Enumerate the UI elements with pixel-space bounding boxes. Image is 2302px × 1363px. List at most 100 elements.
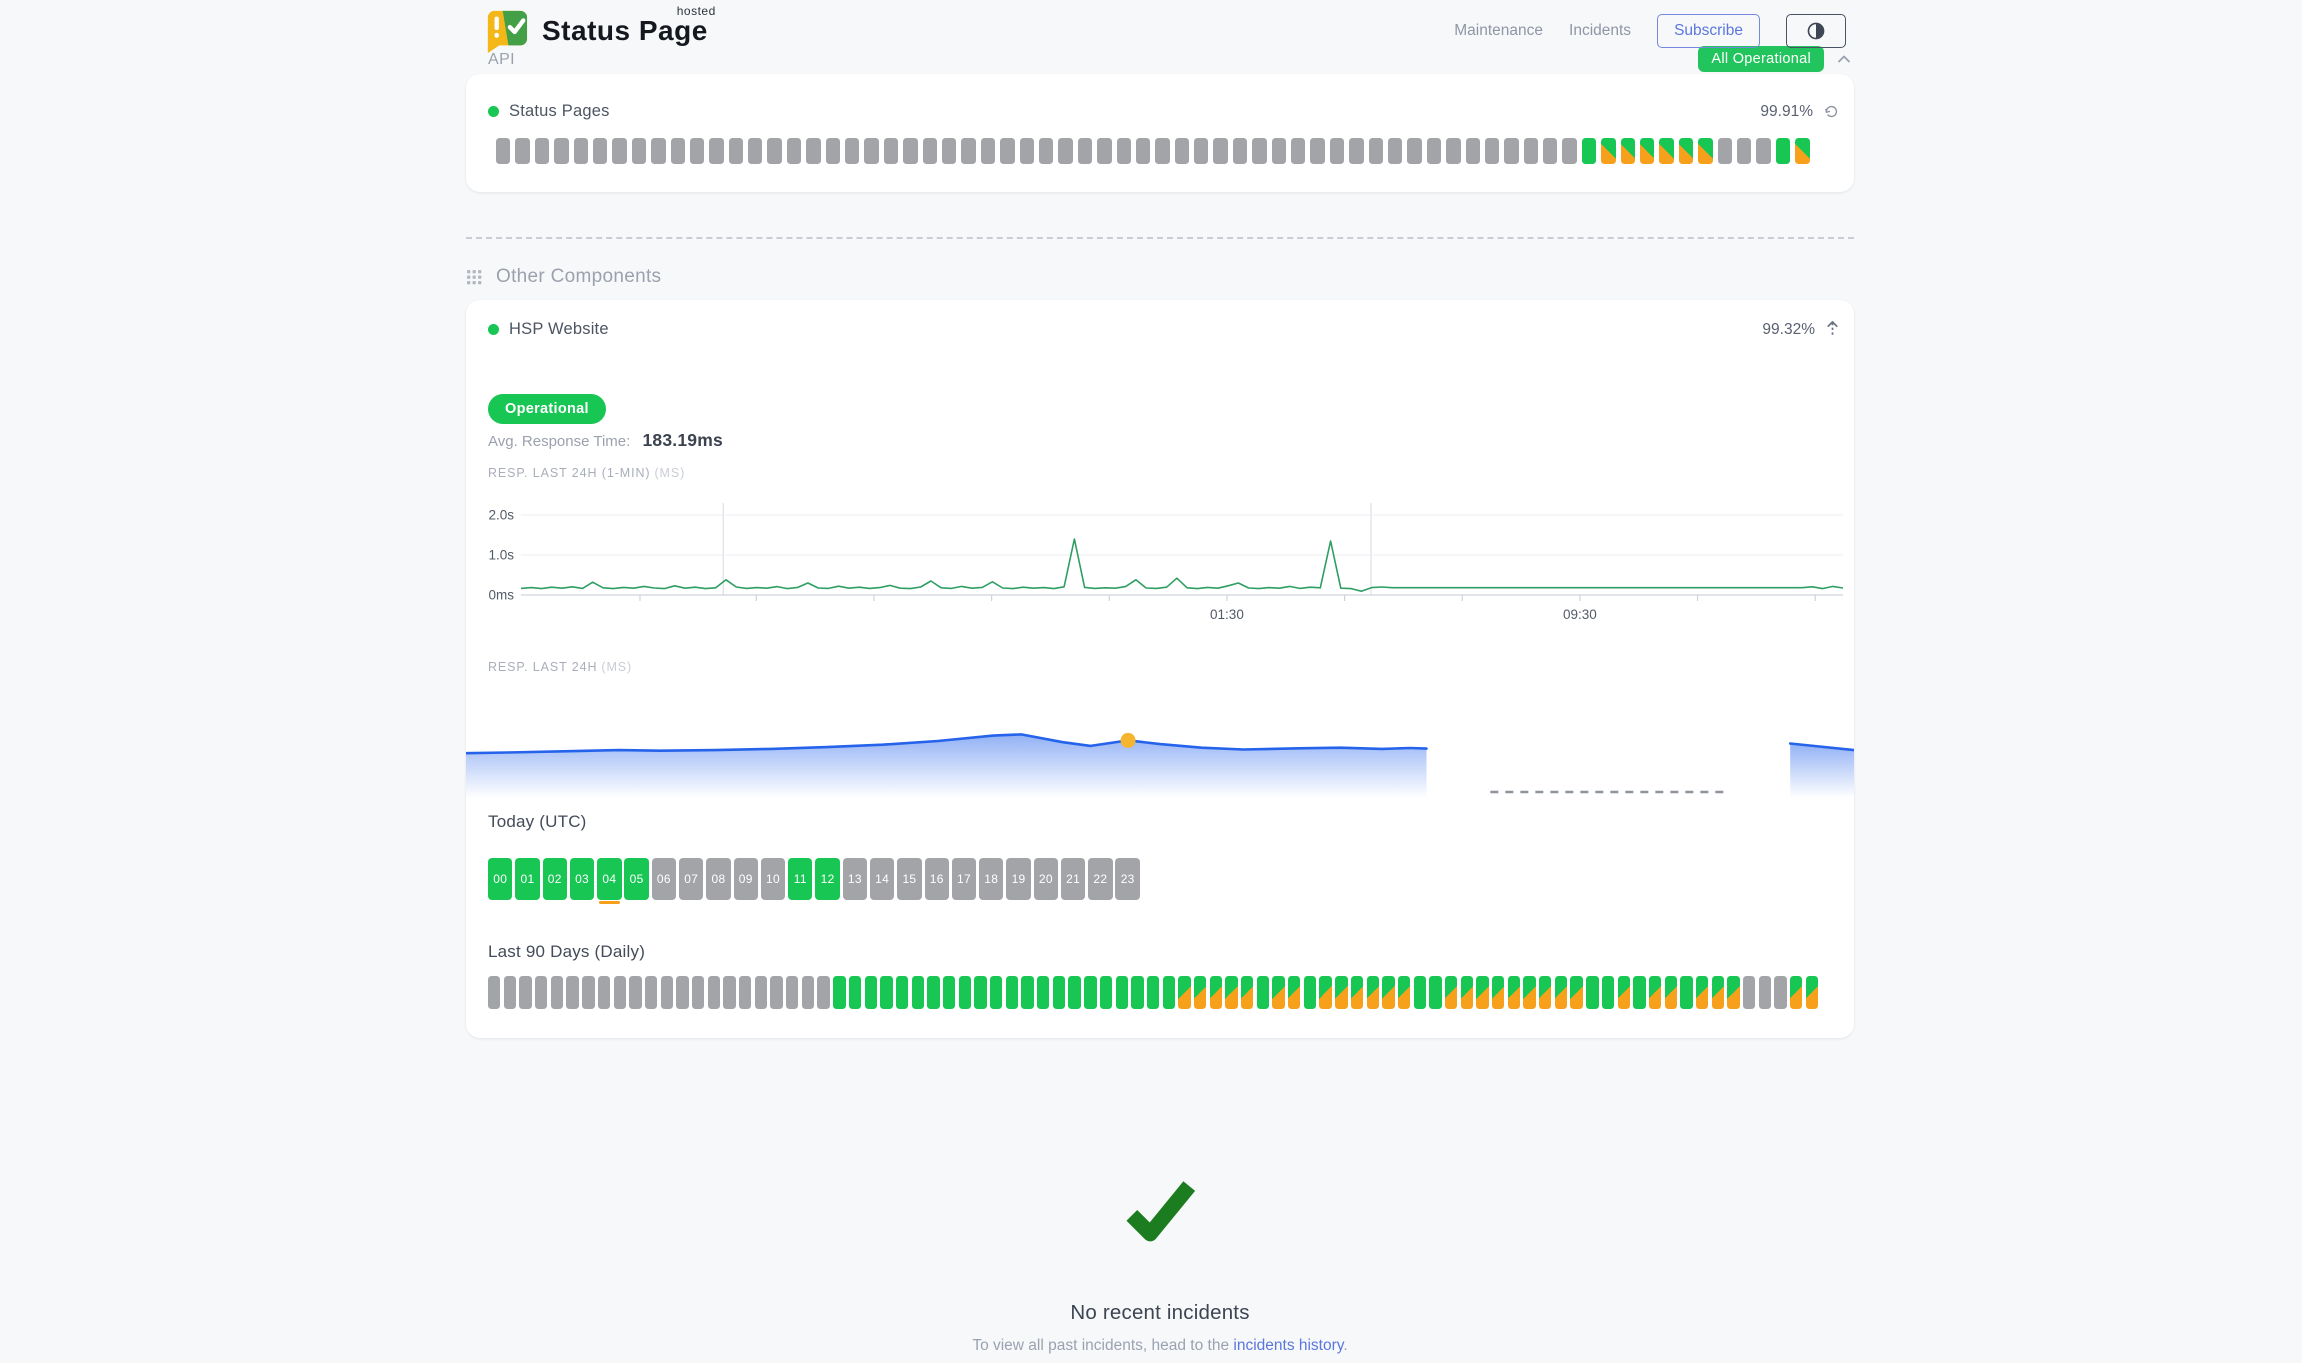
uptime-bar	[1019, 138, 1034, 164]
hour-block: 21	[1060, 858, 1086, 900]
uptime-strip-90-days	[488, 976, 1819, 1009]
uptime-bar	[1178, 976, 1191, 1009]
refresh-button[interactable]	[1823, 103, 1840, 120]
no-incidents-title: No recent incidents	[1070, 1301, 1250, 1324]
arrow-up-dashed-icon	[1827, 321, 1838, 338]
uptime-bar	[535, 976, 548, 1009]
avg-response-row: Avg. Response Time: 183.19ms	[488, 430, 723, 451]
uptime-bar	[728, 138, 744, 164]
uptime-bar	[554, 138, 569, 164]
collapse-section-button[interactable]	[1834, 49, 1854, 69]
nav-maintenance[interactable]: Maintenance	[1454, 22, 1544, 39]
response-time-line-chart: 2.0s 1.0s 0ms 01:30 09:30	[476, 503, 1843, 633]
uptime-bar	[1465, 138, 1480, 164]
api-section-title: API	[488, 51, 515, 68]
uptime-bar	[1698, 138, 1713, 164]
uptime-percentage: 99.32%	[1762, 320, 1815, 338]
scroll-top-button[interactable]	[1825, 320, 1840, 339]
uptime-bar	[1678, 138, 1694, 164]
uptime-bar	[990, 976, 1003, 1009]
uptime-bar	[1241, 976, 1254, 1009]
hour-block: 14	[869, 858, 895, 900]
uptime-bar	[1068, 976, 1081, 1009]
uptime-bar	[1484, 138, 1500, 164]
hour-block: 15	[897, 858, 922, 900]
uptime-bar	[1476, 976, 1489, 1009]
status-pages-card: Status Pages 99.91%	[466, 74, 1854, 192]
uptime-bar	[1131, 976, 1144, 1009]
uptime-bar	[1774, 976, 1787, 1009]
uptime-bar	[1329, 138, 1345, 164]
uptime-bar	[1155, 138, 1170, 164]
uptime-bar	[739, 976, 752, 1009]
uptime-bar	[1303, 976, 1317, 1009]
uptime-bar	[550, 976, 564, 1009]
uptime-bar	[1052, 976, 1066, 1009]
uptime-bar	[1507, 976, 1521, 1009]
uptime-bar	[903, 138, 918, 164]
uptime-bar	[1097, 138, 1112, 164]
uptime-bar	[1021, 976, 1034, 1009]
uptime-strip-status-pages	[496, 138, 1810, 164]
operational-status-badge: Operational	[488, 394, 606, 424]
overall-status-badge: All Operational	[1698, 46, 1824, 72]
uptime-bar	[1387, 138, 1403, 164]
uptime-bar	[1601, 138, 1616, 164]
chart2-label: RESP. LAST 24H (MS)	[488, 660, 633, 674]
uptime-bar	[1586, 976, 1599, 1009]
uptime-bar	[1695, 976, 1709, 1009]
theme-toggle-button[interactable]	[1786, 14, 1846, 48]
uptime-bar	[1429, 976, 1442, 1009]
uptime-bar	[1640, 138, 1655, 164]
uptime-bar	[817, 976, 830, 1009]
uptime-bar	[941, 138, 957, 164]
uptime-bar	[496, 138, 511, 164]
brand-logo[interactable]: Status Page hosted	[484, 4, 715, 54]
uptime-bar	[1038, 138, 1054, 164]
uptime-bar	[1193, 976, 1207, 1009]
hour-block: 18	[979, 858, 1004, 900]
refresh-icon	[1825, 105, 1838, 118]
uptime-bar	[767, 138, 782, 164]
uptime-bar	[1727, 976, 1740, 1009]
hour-block: 04	[597, 858, 622, 904]
uptime-bar	[1460, 976, 1474, 1009]
uptime-bar	[1581, 138, 1597, 164]
uptime-bar	[488, 976, 501, 1009]
uptime-bar	[691, 976, 705, 1009]
uptime-bar	[1382, 976, 1395, 1009]
subscribe-button[interactable]: Subscribe	[1657, 14, 1760, 48]
incidents-history-link[interactable]: incidents history	[1233, 1337, 1344, 1354]
uptime-bar	[651, 138, 666, 164]
uptime-bar	[1077, 138, 1093, 164]
nav-incidents[interactable]: Incidents	[1569, 22, 1632, 39]
uptime-bar	[801, 976, 815, 1009]
uptime-bar	[1288, 976, 1301, 1009]
hour-block: 17	[951, 858, 977, 900]
uptime-bar	[676, 976, 689, 1009]
uptime-bar	[1617, 976, 1630, 1009]
uptime-bar	[1554, 976, 1568, 1009]
uptime-bar	[1562, 138, 1577, 164]
uptime-bar	[958, 976, 972, 1009]
uptime-bar	[1413, 976, 1426, 1009]
uptime-bar	[1648, 976, 1662, 1009]
uptime-bar	[503, 976, 517, 1009]
avg-response-label: Avg. Response Time:	[488, 433, 631, 450]
uptime-bar	[754, 976, 768, 1009]
uptime-bar	[1162, 976, 1175, 1009]
uptime-bar	[1368, 138, 1383, 164]
uptime-bar	[582, 976, 595, 1009]
uptime-bar	[1058, 138, 1073, 164]
component-name: HSP Website	[509, 320, 609, 338]
uptime-bar	[1539, 976, 1552, 1009]
uptime-bar	[1000, 138, 1015, 164]
hour-block: 05	[624, 858, 649, 900]
uptime-bar	[845, 138, 860, 164]
component-name: Status Pages	[509, 102, 610, 120]
y-axis-label: 1.0s	[488, 547, 514, 563]
hour-block: 23	[1115, 858, 1140, 900]
uptime-bar	[1680, 976, 1693, 1009]
chevron-up-icon	[1838, 55, 1850, 63]
